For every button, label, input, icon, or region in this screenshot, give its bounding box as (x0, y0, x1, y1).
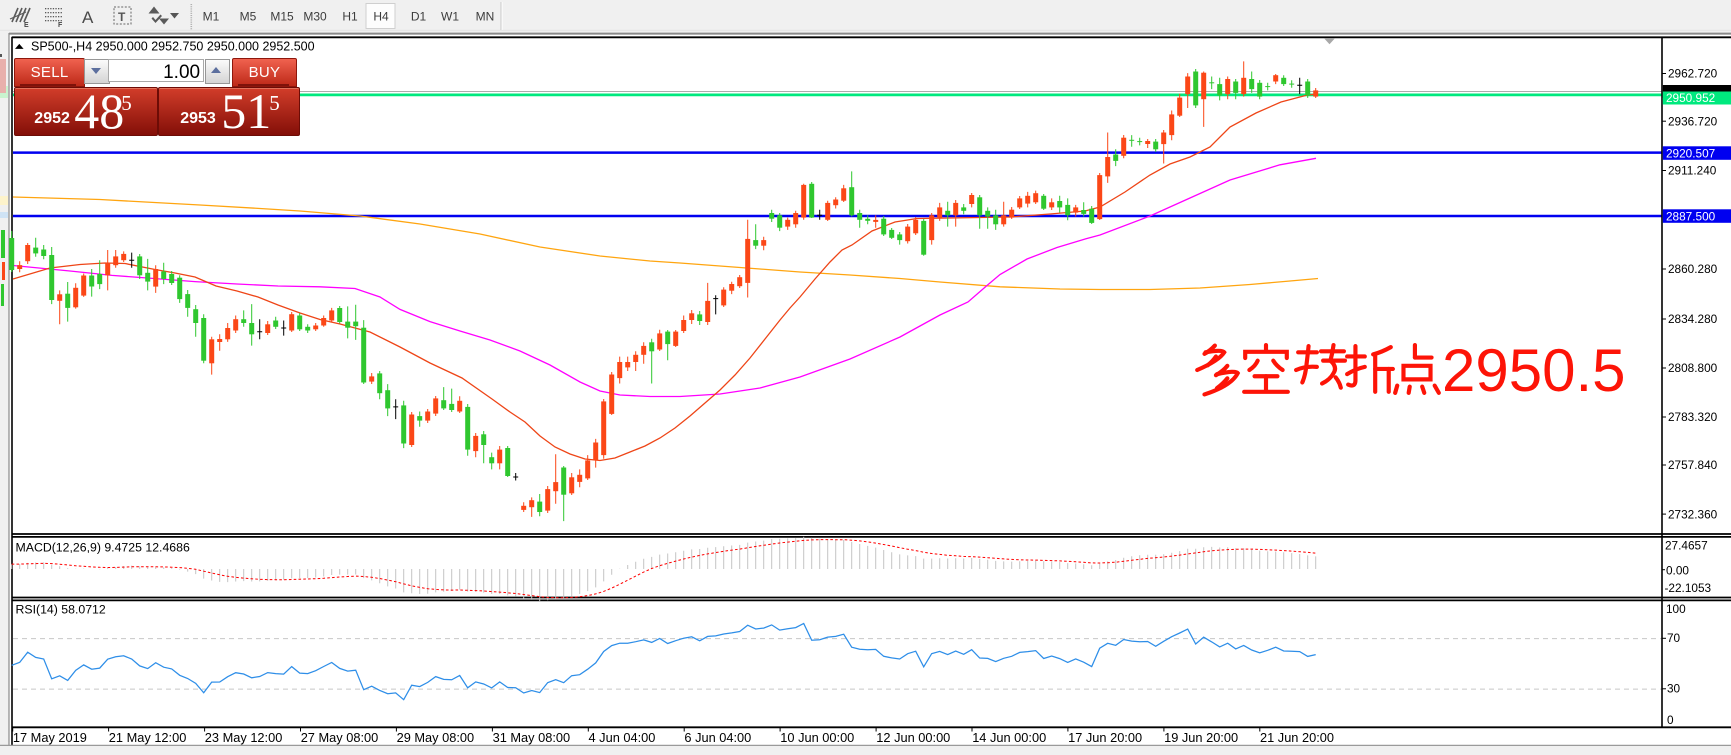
svg-text:17 May 2019: 17 May 2019 (13, 730, 87, 745)
svg-text:23 May 12:00: 23 May 12:00 (205, 730, 283, 745)
svg-text:0.00: 0.00 (1666, 564, 1689, 578)
svg-text:2887.500: 2887.500 (1666, 209, 1716, 223)
svg-text:4 Jun 04:00: 4 Jun 04:00 (589, 730, 656, 745)
svg-text:M30: M30 (303, 10, 327, 24)
svg-text:RSI(14) 58.0712: RSI(14) 58.0712 (16, 603, 106, 617)
svg-text:31 May 08:00: 31 May 08:00 (493, 730, 571, 745)
svg-text:H4: H4 (373, 10, 389, 24)
svg-text:100: 100 (1666, 602, 1686, 616)
svg-text:2732.360: 2732.360 (1668, 507, 1718, 521)
svg-text:10 Jun 00:00: 10 Jun 00:00 (780, 730, 854, 745)
svg-text:14 Jun 00:00: 14 Jun 00:00 (972, 730, 1046, 745)
svg-text:2808.800: 2808.800 (1668, 361, 1718, 375)
svg-text:30: 30 (1667, 682, 1681, 696)
svg-text:SP500-,H4 2950.000 2952.750 2: SP500-,H4 2950.000 2952.750 2950.000 295… (31, 40, 315, 54)
svg-text:19 Jun 20:00: 19 Jun 20:00 (1164, 730, 1238, 745)
svg-text:M15: M15 (270, 10, 294, 24)
svg-text:2936.720: 2936.720 (1668, 114, 1718, 128)
svg-text:27.4657: 27.4657 (1665, 539, 1708, 553)
svg-text:29 May 08:00: 29 May 08:00 (397, 730, 475, 745)
svg-text:T: T (118, 10, 126, 24)
svg-text:27 May 08:00: 27 May 08:00 (301, 730, 379, 745)
svg-text:-22.1053: -22.1053 (1665, 581, 1712, 595)
svg-text:21 Jun 20:00: 21 Jun 20:00 (1260, 730, 1334, 745)
svg-text:E: E (24, 22, 29, 29)
svg-text:70: 70 (1667, 631, 1681, 645)
svg-text:2757.840: 2757.840 (1668, 458, 1718, 472)
svg-text:M5: M5 (240, 10, 257, 24)
svg-text:MN: MN (476, 10, 495, 24)
svg-text:A: A (82, 8, 94, 27)
svg-text:12 Jun 00:00: 12 Jun 00:00 (876, 730, 950, 745)
svg-text:F: F (58, 22, 63, 29)
svg-text:2920.507: 2920.507 (1666, 146, 1715, 160)
svg-text:2962.720: 2962.720 (1668, 67, 1718, 81)
svg-text:2834.280: 2834.280 (1668, 312, 1718, 326)
svg-text:2860.280: 2860.280 (1668, 262, 1718, 276)
svg-text:17 Jun 20:00: 17 Jun 20:00 (1068, 730, 1142, 745)
svg-text:21 May 12:00: 21 May 12:00 (109, 730, 187, 745)
svg-text:M1: M1 (203, 10, 220, 24)
svg-text:2911.240: 2911.240 (1668, 164, 1717, 178)
svg-text:0: 0 (1667, 713, 1674, 727)
svg-text:2783.320: 2783.320 (1668, 410, 1718, 424)
svg-text:2950.5: 2950.5 (1442, 337, 1626, 404)
svg-text:D1: D1 (411, 10, 427, 24)
svg-text:H1: H1 (342, 10, 358, 24)
svg-text:6 Jun 04:00: 6 Jun 04:00 (684, 730, 751, 745)
svg-text:W1: W1 (441, 10, 459, 24)
svg-text:MACD(12,26,9) 9.4725 12.4686: MACD(12,26,9) 9.4725 12.4686 (16, 541, 190, 555)
svg-text:2950.952: 2950.952 (1666, 91, 1715, 105)
